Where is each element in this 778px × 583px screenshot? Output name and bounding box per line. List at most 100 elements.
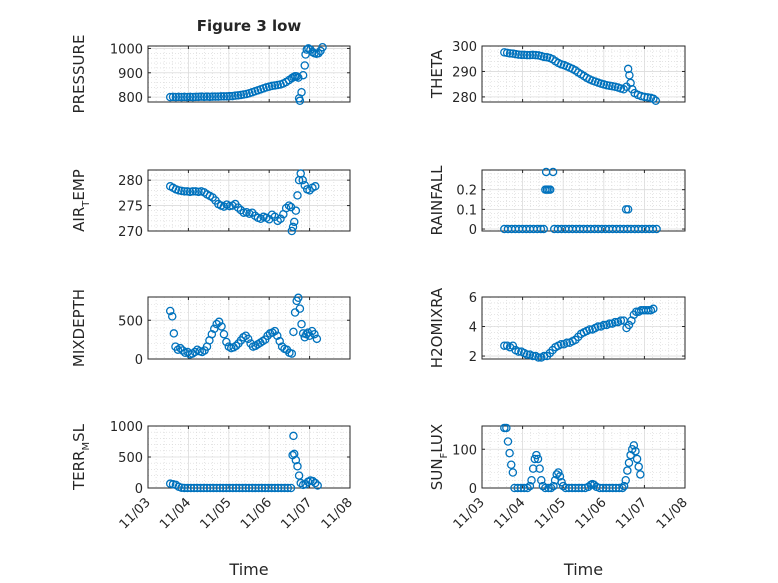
- data-point: [219, 329, 229, 339]
- y-tick-label: 100: [452, 443, 477, 458]
- data-point: [297, 88, 306, 97]
- data-point: [267, 483, 276, 493]
- data-point: [643, 93, 652, 102]
- data-point: [247, 483, 257, 493]
- data-point: [209, 483, 218, 493]
- data-point: [541, 483, 550, 493]
- data-point: [188, 92, 198, 102]
- data-point: [528, 50, 538, 60]
- y-axis-label-part: EMP: [70, 169, 88, 200]
- data-point: [270, 483, 280, 493]
- data-point: [178, 346, 187, 355]
- data-point: [312, 334, 322, 344]
- data-point: [305, 331, 314, 340]
- data-point: [599, 320, 609, 330]
- data-point: [514, 50, 523, 59]
- y-axis-label-part: AIR: [70, 207, 88, 232]
- y-tick-label: 500: [118, 314, 143, 329]
- data-point: [289, 327, 298, 337]
- y-tick-label: 300: [452, 40, 477, 55]
- data-point: [241, 483, 251, 493]
- data-point: [629, 441, 639, 450]
- data-point: [503, 437, 513, 446]
- data-point: [287, 349, 297, 358]
- data-point: [228, 483, 238, 493]
- data-point: [293, 191, 302, 200]
- data-point: [298, 175, 307, 185]
- data-point: [554, 468, 563, 477]
- data-point: [291, 455, 301, 465]
- data-point: [545, 185, 555, 194]
- data-point: [535, 464, 544, 473]
- data-point: [244, 483, 254, 493]
- data-point: [193, 483, 202, 493]
- y-tick-label: 900: [118, 67, 143, 82]
- data-point: [525, 50, 535, 60]
- data-point: [610, 317, 620, 327]
- data-point: [313, 481, 322, 490]
- data-point: [318, 42, 327, 52]
- data-point: [216, 92, 226, 101]
- y-tick-label: 1000: [110, 420, 143, 435]
- data-point: [188, 187, 198, 196]
- x-tick-label: 11/07: [278, 495, 315, 532]
- data-point: [522, 50, 532, 60]
- data-point: [238, 483, 247, 493]
- data-point: [288, 222, 298, 232]
- data-point: [218, 483, 228, 493]
- data-point: [183, 483, 192, 493]
- panel-3: 270 275 280 AIRTEMP: [70, 169, 351, 240]
- data-point: [517, 50, 526, 60]
- data-point: [608, 483, 617, 493]
- y-axis-label-part: LUX: [428, 424, 446, 453]
- y-axis-label: H2OMIXRA: [428, 287, 446, 368]
- panel-2: 280 290 300 THETA: [428, 40, 686, 106]
- data-point: [522, 350, 532, 359]
- data-point: [532, 224, 542, 234]
- y-axis-label-subscript: M: [81, 442, 92, 451]
- data-point: [558, 481, 568, 491]
- y-tick-label: 500: [118, 451, 143, 466]
- x-tick-label: 11/04: [491, 495, 528, 532]
- y-tick-label: 1000: [110, 42, 143, 57]
- data-point: [222, 337, 231, 347]
- panel-8: 0 100 11/03 11/04 11/05 11/06 11/07 11/08 Time SU…: [428, 423, 691, 579]
- data-point: [631, 446, 640, 456]
- y-tick-label: 270: [118, 225, 143, 240]
- data-point: [598, 483, 608, 493]
- y-axis-label-subscript: T: [81, 200, 92, 208]
- data-point: [623, 466, 632, 475]
- y-axis-label-part: SL: [70, 423, 88, 442]
- data-point: [202, 483, 212, 493]
- y-tick-label: 0: [135, 353, 143, 368]
- data-point: [634, 462, 643, 471]
- data-point: [260, 483, 270, 493]
- data-point: [277, 483, 286, 493]
- y-tick-label: 4: [469, 321, 477, 336]
- axes-frame: [147, 169, 351, 232]
- x-tick-label: 11/06: [238, 495, 275, 532]
- data-point: [257, 483, 267, 493]
- data-point: [180, 187, 189, 196]
- data-point: [212, 483, 221, 493]
- data-point: [205, 92, 215, 102]
- data-point: [585, 325, 594, 334]
- data-point: [295, 304, 305, 313]
- data-point: [649, 94, 658, 103]
- data-point: [225, 483, 234, 493]
- y-tick-label: 0.1: [456, 203, 477, 218]
- panel-6: 2 4 6 H2OMIXRA: [428, 287, 686, 368]
- data-point: [593, 322, 603, 331]
- data-point: [528, 464, 538, 473]
- y-tick-label: 2: [469, 350, 477, 365]
- y-axis-label: RAINFALL: [428, 165, 446, 236]
- panel-4: 0 0.1 0.2 RAINFALL: [428, 165, 686, 238]
- data-point: [165, 92, 175, 102]
- data-point: [284, 201, 294, 210]
- y-tick-label: 0: [469, 482, 477, 497]
- data-point: [189, 483, 199, 493]
- data-point: [275, 336, 284, 346]
- data-point: [300, 61, 310, 70]
- data-point: [531, 50, 540, 60]
- data-point: [605, 483, 614, 493]
